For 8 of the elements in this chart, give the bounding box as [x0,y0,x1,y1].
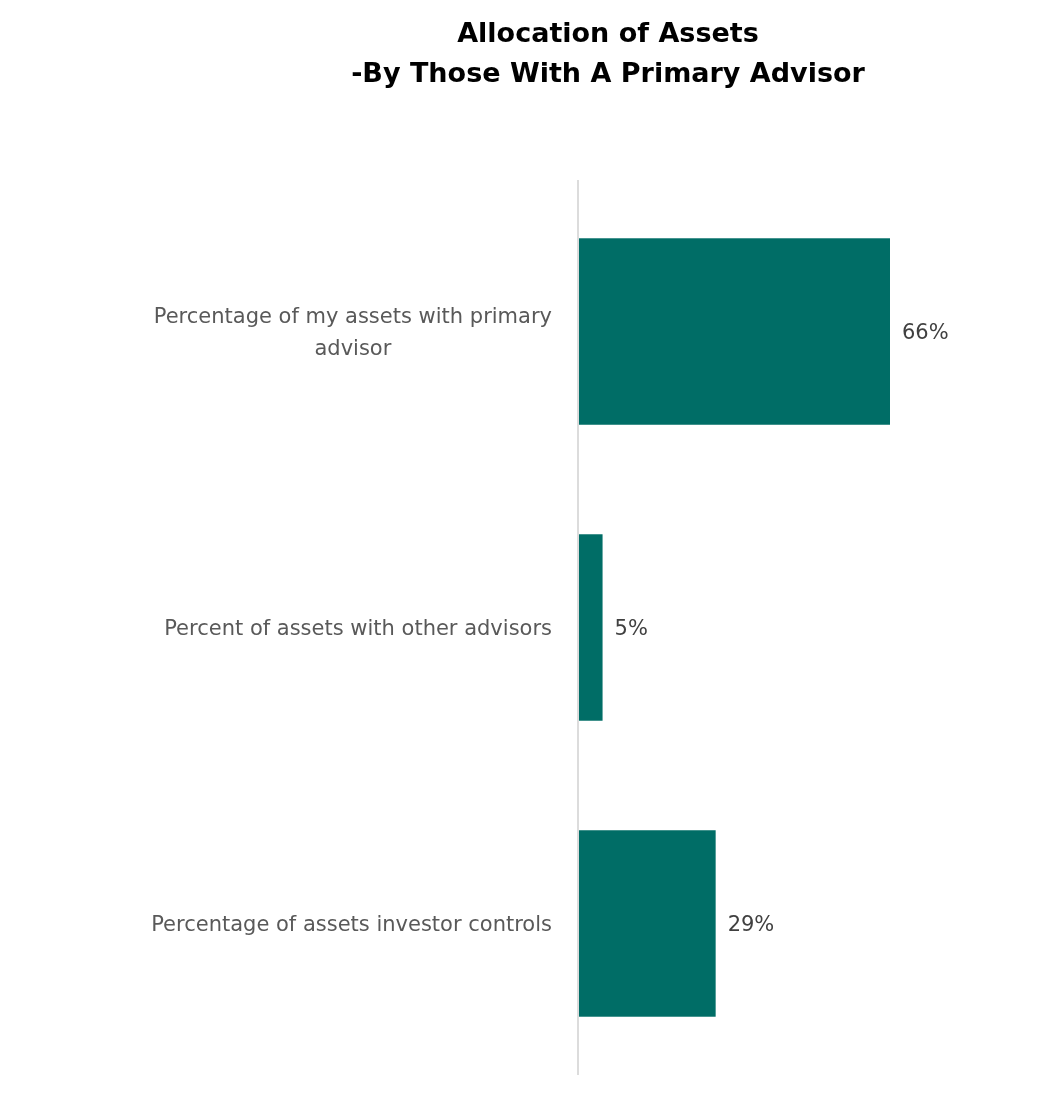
y-tick-label: Percentage of my assets with primary advisor [153,303,552,360]
y-tick-label: Percentage of assets investor controls [151,911,552,936]
y-tick-label: Percent of assets with other advisors [164,615,552,640]
data-label: 29% [727,911,775,936]
chart-subtitle: -By Those With A Primary Advisor [351,57,866,88]
data-label: 5% [614,615,648,640]
chart-title: Allocation of Assets [457,17,759,48]
data-label: 66% [902,319,949,344]
